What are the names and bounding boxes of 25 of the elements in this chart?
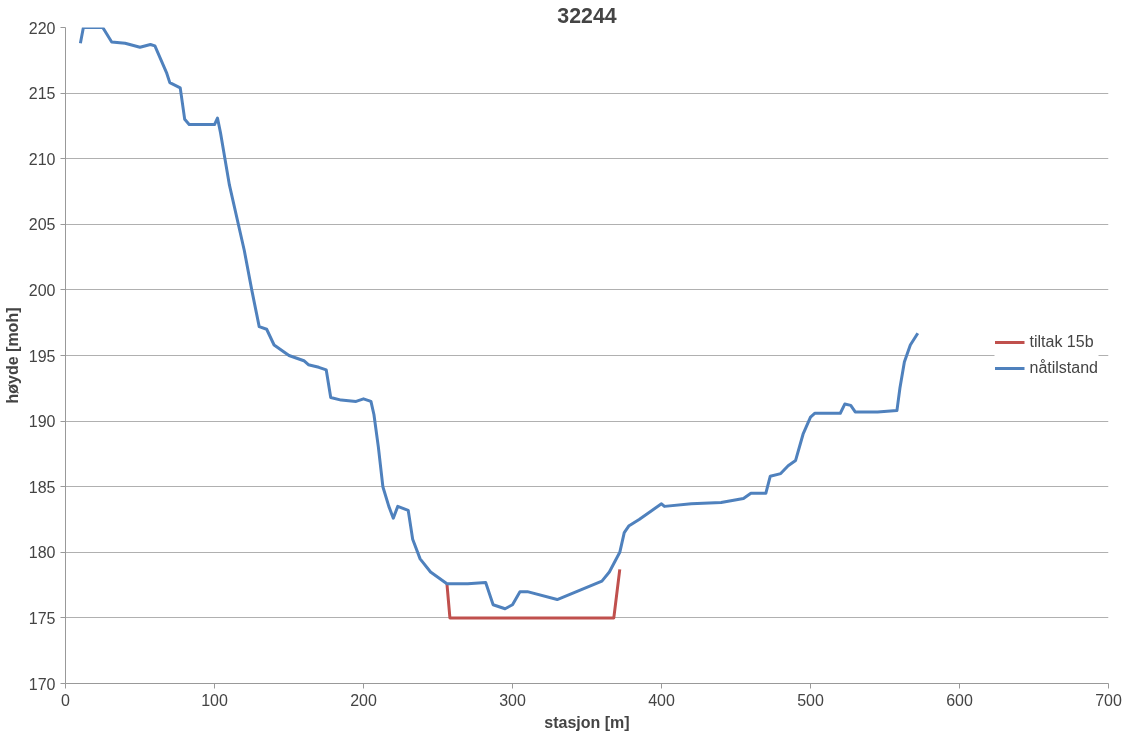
x-tick-label: 100 bbox=[201, 691, 228, 709]
y-tick-label: 205 bbox=[28, 216, 56, 234]
y-tick-label: 200 bbox=[28, 281, 56, 299]
y-tick-label: 190 bbox=[28, 413, 56, 431]
legend-label: nåtilstand bbox=[1029, 359, 1098, 377]
y-tick-label: 175 bbox=[28, 609, 56, 627]
x-axis-title: stasjon [m] bbox=[544, 713, 630, 731]
x-tick-label: 400 bbox=[648, 691, 675, 709]
x-tick-label: 700 bbox=[1095, 691, 1122, 709]
x-tick-label: 0 bbox=[61, 691, 71, 709]
x-tick-label: 500 bbox=[797, 691, 824, 709]
y-tick-label: 195 bbox=[28, 347, 56, 365]
legend-label: tiltak 15b bbox=[1029, 333, 1094, 351]
y-tick-label: 215 bbox=[28, 85, 56, 103]
y-tick-label: 170 bbox=[28, 675, 56, 693]
y-tick-label: 185 bbox=[28, 478, 56, 496]
y-tick-label: 210 bbox=[28, 150, 56, 168]
x-tick-label: 200 bbox=[350, 691, 377, 709]
chart-title: 32244 bbox=[557, 3, 617, 28]
x-tick-label: 300 bbox=[499, 691, 526, 709]
line-series bbox=[78, 27, 920, 611]
y-axis-title: høyde [moh] bbox=[3, 307, 21, 404]
x-tick-label: 600 bbox=[946, 691, 973, 709]
y-tick-label: 180 bbox=[28, 544, 56, 562]
y-tick-label: 220 bbox=[28, 19, 56, 37]
